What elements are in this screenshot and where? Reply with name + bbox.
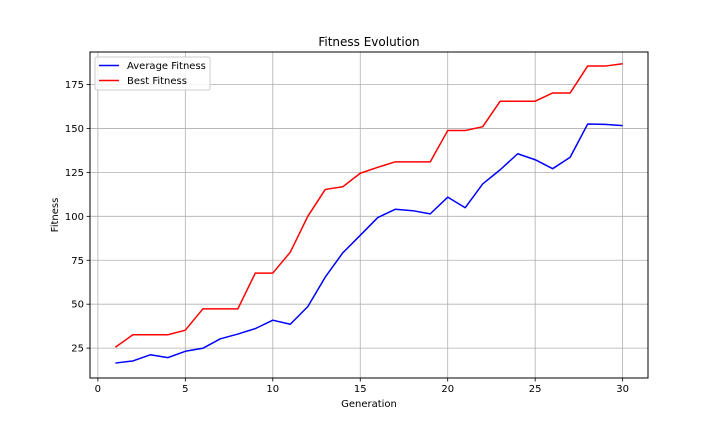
- x-tick-label: 0: [95, 384, 101, 395]
- x-tick-label: 20: [441, 384, 454, 395]
- x-tick-label: 10: [266, 384, 279, 395]
- y-tick-label: 150: [65, 124, 84, 135]
- y-tick-label: 25: [71, 344, 84, 355]
- y-tick-label: 175: [65, 80, 84, 91]
- legend-label-average: Average Fitness: [127, 61, 206, 72]
- x-tick-label: 15: [354, 384, 367, 395]
- y-tick-label: 100: [65, 212, 84, 223]
- x-axis-label: Generation: [341, 399, 397, 410]
- y-axis-label: Fitness: [50, 198, 61, 233]
- chart-title: Fitness Evolution: [318, 35, 419, 49]
- series-line-average-fitness: [115, 124, 622, 363]
- grid: [90, 52, 648, 378]
- y-tick-label: 75: [71, 256, 84, 267]
- series-line-best-fitness: [115, 64, 622, 347]
- series-layer: [115, 64, 622, 363]
- x-tick-label: 30: [616, 384, 629, 395]
- y-tick-label: 125: [65, 168, 84, 179]
- legend: Average Fitness Best Fitness: [95, 57, 210, 90]
- x-tick-label: 25: [529, 384, 542, 395]
- plot-frame: [90, 52, 648, 378]
- y-tick-label: 50: [71, 300, 84, 311]
- legend-label-best: Best Fitness: [127, 76, 187, 87]
- x-tick-label: 5: [182, 384, 188, 395]
